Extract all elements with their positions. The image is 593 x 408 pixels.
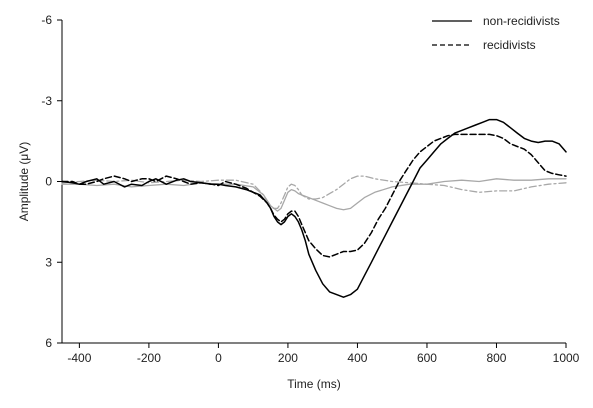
series-line-non-recidivists <box>61 118 567 298</box>
x-tick-label: 200 <box>278 351 298 365</box>
x-tick-label: 600 <box>417 351 437 365</box>
y-axis-label: Amplitude (μV) <box>17 142 31 222</box>
y-ticks: -6 -3 0 3 6 <box>41 13 62 350</box>
y-tick-label: 0 <box>45 175 52 189</box>
x-tick-label: 800 <box>486 351 506 365</box>
x-tick-label: 0 <box>215 351 222 365</box>
series-group <box>61 118 567 298</box>
x-axis-label: Time (ms) <box>287 377 341 391</box>
x-tick-label: 400 <box>347 351 367 365</box>
y-tick-label: -3 <box>41 94 52 108</box>
series-line-grey-solid <box>61 178 567 212</box>
x-tick-label: -200 <box>137 351 161 365</box>
x-tick-label: -400 <box>67 351 91 365</box>
y-tick-label: 3 <box>45 255 52 269</box>
legend-label-non-recidivists: non-recidivists <box>483 14 560 28</box>
legend: non-recidivists recidivists <box>432 14 560 52</box>
series-line-recidivists <box>61 133 567 258</box>
x-tick-label: 1000 <box>553 351 580 365</box>
y-tick-label: 6 <box>45 336 52 350</box>
x-ticks: -400 -200 0 200 400 600 800 1000 <box>67 343 580 365</box>
y-tick-label: -6 <box>41 13 52 27</box>
series-line-grey-dashdot <box>61 175 567 210</box>
legend-label-recidivists: recidivists <box>483 38 536 52</box>
